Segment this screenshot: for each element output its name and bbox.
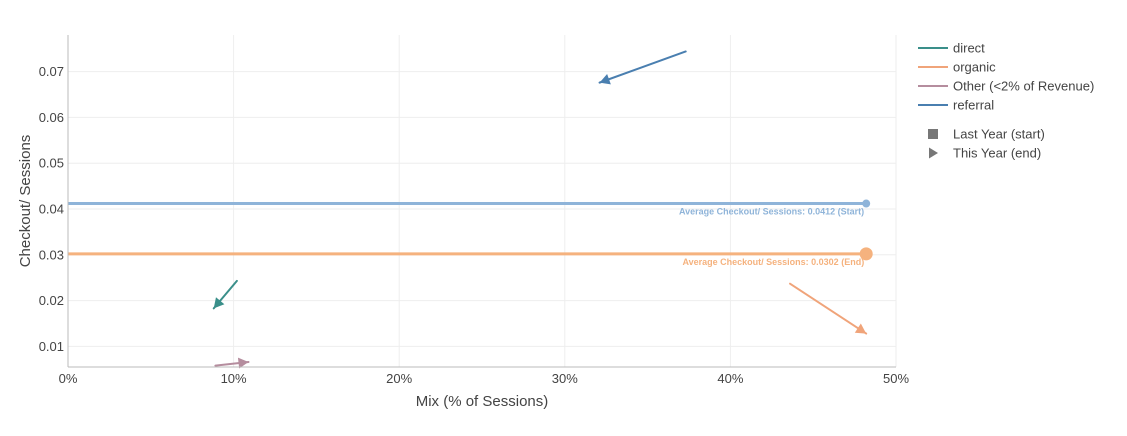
legend-marker-label-0: Last Year (start): [953, 127, 1045, 142]
legend-label-0: direct: [953, 41, 985, 56]
legend-square-icon: [928, 129, 938, 139]
y-tick-label: 0.01: [39, 339, 64, 354]
y-tick-label: 0.02: [39, 293, 64, 308]
series-arrow-1: [789, 282, 868, 335]
x-tick-label: 0%: [59, 371, 78, 386]
x-axis-title: Mix (% of Sessions): [416, 393, 549, 410]
series-arrows: [212, 50, 868, 369]
y-tick-label: 0.07: [39, 64, 64, 79]
series-arrowhead-3: [599, 74, 611, 85]
y-axis-title: Checkout/ Sessions: [17, 135, 34, 268]
legend[interactable]: direct organic Other (<2% of Revenue) refer…: [918, 41, 1094, 161]
x-tick-label: 10%: [221, 371, 247, 386]
series-arrow-3: [598, 50, 687, 84]
average-marker-end: [859, 247, 873, 261]
reference-lines: [68, 202, 867, 256]
legend-label-1: organic: [953, 60, 996, 75]
axes: [67, 35, 896, 368]
legend-label-2: Other (<2% of Revenue): [953, 79, 1094, 94]
legend-marker-label-1: This Year (end): [953, 146, 1041, 161]
average-annotation-start: Average Checkout/ Sessions: 0.0412 (Star…: [679, 207, 864, 217]
x-tick-label: 40%: [717, 371, 743, 386]
y-tick-label: 0.05: [39, 156, 64, 171]
x-tick-label: 30%: [552, 371, 578, 386]
y-tick-label: 0.06: [39, 110, 64, 125]
series-arrowhead-2: [237, 357, 249, 369]
series-arrowhead-0: [213, 297, 225, 309]
x-tick-label: 20%: [386, 371, 412, 386]
grid-lines: [68, 35, 897, 367]
x-tick-label: 50%: [883, 371, 909, 386]
average-marker-start: [862, 199, 871, 208]
y-tick-labels: 0.01 0.02 0.03 0.04 0.05 0.06 0.07: [39, 64, 64, 354]
x-tick-labels: 0% 10% 20% 30% 40% 50%: [59, 371, 910, 386]
y-tick-label: 0.04: [39, 202, 64, 217]
y-tick-label: 0.03: [39, 247, 64, 262]
series-arrowhead-1: [854, 323, 867, 334]
legend-label-3: referral: [953, 98, 994, 113]
average-annotation-end: Average Checkout/ Sessions: 0.0302 (End): [682, 257, 864, 267]
legend-triangle-icon: [929, 147, 938, 159]
